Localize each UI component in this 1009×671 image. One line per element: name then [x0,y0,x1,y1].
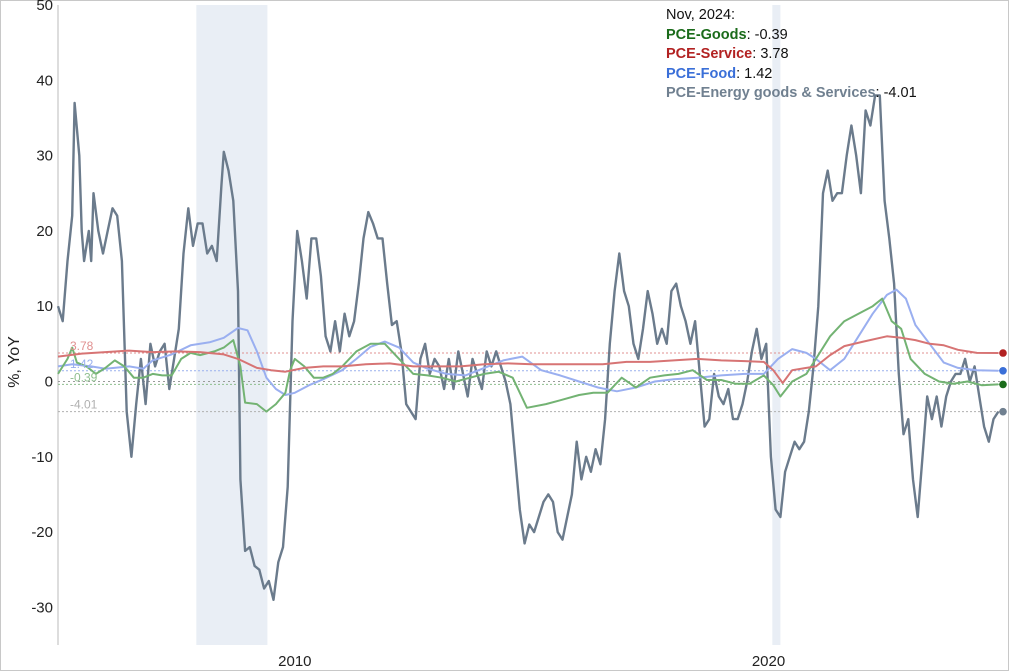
y-tick-label: -10 [31,449,53,466]
y-tick-label: 40 [36,72,53,89]
y-tick-label: 0 [45,373,53,390]
legend-item-value: -4.01 [883,85,917,101]
x-tick-label: 2010 [278,653,311,670]
x-axis-ticks: 2010 2020 [278,653,785,670]
series-line [57,288,999,396]
y-tick-label: 30 [36,148,53,165]
end-dot [999,380,1007,389]
legend-item-goods: PCE-Goods: -0.39 [666,26,788,43]
recession-band [772,5,781,645]
legend: Nov, 2024: PCE-Goods: -0.39 PCE-Service:… [666,6,917,104]
legend-item-energy: PCE-Energy goods & Services: -4.01 [666,85,917,101]
legend-item-name: PCE-Service [666,46,753,62]
series-line [56,94,1000,601]
legend-item-value: 3.78 [760,46,789,62]
y-tick-label: 10 [36,298,53,315]
end-value-label: 1.42 [70,357,94,371]
legend-header: Nov, 2024: [666,7,736,23]
recession-shading [196,5,781,645]
end-value-label: -0.39 [70,370,98,384]
end-value-label: 3.78 [70,339,94,353]
end-dot [999,366,1007,375]
end-value-label: -4.01 [70,398,98,412]
y-axis-ticks: -30 -20 -10 0 10 20 30 40 50 [31,0,53,616]
legend-item-food: PCE-Food: 1.42 [666,65,773,82]
legend-item-value: 1.42 [744,65,773,82]
y-tick-label: 50 [36,0,53,14]
y-tick-label: 20 [36,223,53,240]
series-line [57,335,999,384]
legend-item-service: PCE-Service: 3.78 [666,46,789,62]
end-dots [999,349,1007,416]
end-value-labels: 3.78 1.42-0.39 -4.01 [70,339,98,412]
legend-item-name: PCE-Energy goods & Services [666,85,876,101]
series-line [57,297,999,413]
legend-item-name: PCE-Food [666,65,737,82]
x-tick-label: 2020 [752,653,785,670]
legend-item-value: -0.39 [754,26,788,43]
recession-band [196,5,268,645]
y-tick-label: -20 [31,524,53,541]
y-axis-label: %, YoY [6,336,23,388]
series-lines [56,94,1000,601]
legend-item-name: PCE-Goods [666,26,747,43]
y-tick-label: -30 [31,599,53,616]
end-dot [999,349,1007,357]
end-dot [999,407,1007,416]
